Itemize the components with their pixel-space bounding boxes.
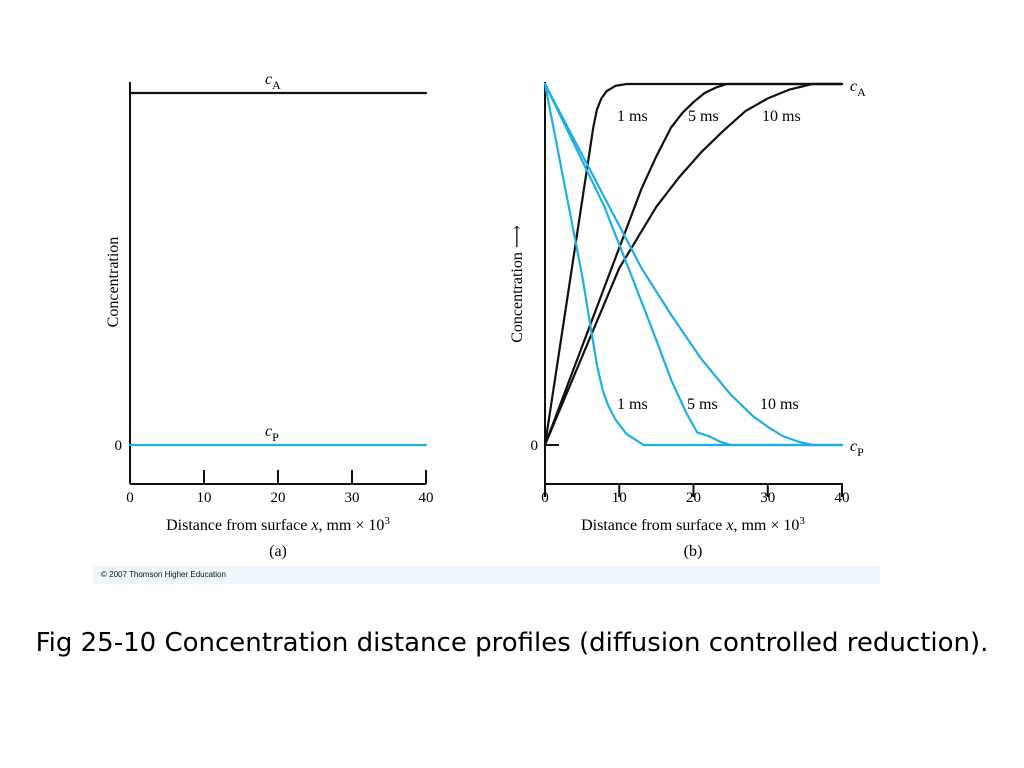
panel-a-label-cA: cA [265,71,281,92]
panel-b-label-10ms-p: 10 ms [760,396,799,413]
panel-b-x-tick-label-40: 40 [835,490,850,506]
panel-b-x-tick-label-30: 30 [760,490,775,506]
panel-b-y-tick-0: 0 [531,438,539,454]
panel-b-series-a-10ms [543,82,844,447]
panel-b-series-p-5ms [543,82,844,447]
panel-b-x-tick-label-0: 0 [541,490,549,506]
panel-b-x-tick-label-10: 10 [612,490,627,506]
panel-b-series-p-1ms [543,82,844,447]
panel-a-x-label: Distance from surface x, mm × 103 [166,515,390,534]
panel-a-x-tick-label-30: 30 [345,490,360,506]
panel-b-series-a-5ms [543,82,844,447]
panel-a-label: (a) [269,543,287,560]
panel-a-x-tick-label-0: 0 [126,490,134,506]
panel-b-label-1ms-a: 1 ms [617,108,648,125]
panel-a-label-cP: cP [265,423,279,444]
panel-a-x-tick-label-40: 40 [419,490,434,506]
panel-a: 0 10 20 30 40 0 cA cP Concentration Distance… [105,71,434,560]
panel-a-x-tick-label-10: 10 [197,490,212,506]
panel-b-label-1ms-p: 1 ms [617,396,648,413]
panel-a-x-tick-label-20: 20 [271,490,286,506]
panel-b: 0 10 20 30 40 0 cA cP 1 ms 5 ms 10 ms 1 ms 5… [509,78,866,560]
copyright-bar [93,566,880,584]
panel-a-y-tick-0: 0 [115,438,123,454]
panel-b-label-5ms-p: 5 ms [687,396,718,413]
panel-a-y-label: Concentration [105,237,122,328]
panel-b-label-10ms-a: 10 ms [762,108,801,125]
panel-b-x-tick-label-20: 20 [686,490,701,506]
panel-b-end-label-cA: cA [850,78,866,99]
panel-b-label-5ms-a: 5 ms [688,108,719,125]
panel-b-end-label-cP: cP [850,438,864,459]
panel-b-x-label: Distance from surface x, mm × 103 [581,515,805,534]
panel-b-series-a-1ms [543,82,844,447]
panel-b-y-label: Concentration ⟶ [509,225,526,343]
panel-b-label: (b) [684,543,703,560]
panel-b-series-p-10ms [543,82,844,447]
figure-caption: Fig 25-10 Concentration distance profile… [35,628,989,658]
copyright-text: © 2007 Thomson Higher Education [101,570,226,579]
